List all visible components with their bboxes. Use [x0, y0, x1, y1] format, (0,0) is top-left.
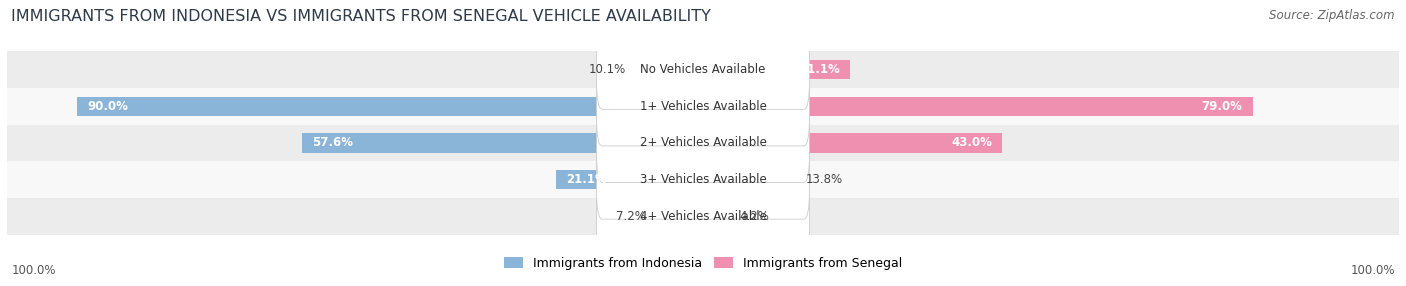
Text: 43.0%: 43.0%	[950, 136, 991, 150]
Text: IMMIGRANTS FROM INDONESIA VS IMMIGRANTS FROM SENEGAL VEHICLE AVAILABILITY: IMMIGRANTS FROM INDONESIA VS IMMIGRANTS …	[11, 9, 711, 23]
Bar	[652, 207, 703, 226]
Bar	[76, 97, 703, 116]
Text: 90.0%: 90.0%	[87, 100, 128, 113]
Bar	[7, 125, 1399, 161]
Text: 3+ Vehicles Available: 3+ Vehicles Available	[640, 173, 766, 186]
Text: 4+ Vehicles Available: 4+ Vehicles Available	[640, 210, 766, 223]
FancyBboxPatch shape	[596, 177, 810, 256]
Text: 21.1%: 21.1%	[799, 63, 839, 76]
Text: 2+ Vehicles Available: 2+ Vehicles Available	[640, 136, 766, 150]
Bar	[7, 88, 1399, 125]
Text: Source: ZipAtlas.com: Source: ZipAtlas.com	[1270, 9, 1395, 21]
Bar	[7, 198, 1399, 235]
FancyBboxPatch shape	[596, 67, 810, 146]
Bar	[703, 170, 799, 189]
Bar	[703, 207, 733, 226]
Bar	[7, 51, 1399, 88]
Bar	[302, 134, 703, 152]
Text: 21.1%: 21.1%	[567, 173, 607, 186]
Bar	[703, 60, 849, 79]
Text: 4.2%: 4.2%	[740, 210, 769, 223]
Text: 100.0%: 100.0%	[1350, 265, 1395, 277]
FancyBboxPatch shape	[596, 104, 810, 182]
Bar	[7, 161, 1399, 198]
FancyBboxPatch shape	[596, 140, 810, 219]
Bar	[633, 60, 703, 79]
Text: 100.0%: 100.0%	[11, 265, 56, 277]
Text: 13.8%: 13.8%	[806, 173, 844, 186]
Text: 1+ Vehicles Available: 1+ Vehicles Available	[640, 100, 766, 113]
Bar	[557, 170, 703, 189]
Legend: Immigrants from Indonesia, Immigrants from Senegal: Immigrants from Indonesia, Immigrants fr…	[499, 252, 907, 275]
Text: 57.6%: 57.6%	[312, 136, 353, 150]
Bar	[703, 134, 1002, 152]
FancyBboxPatch shape	[596, 30, 810, 109]
Text: 79.0%: 79.0%	[1202, 100, 1243, 113]
Bar	[703, 97, 1253, 116]
Text: 7.2%: 7.2%	[616, 210, 645, 223]
Text: No Vehicles Available: No Vehicles Available	[640, 63, 766, 76]
Text: 10.1%: 10.1%	[589, 63, 626, 76]
